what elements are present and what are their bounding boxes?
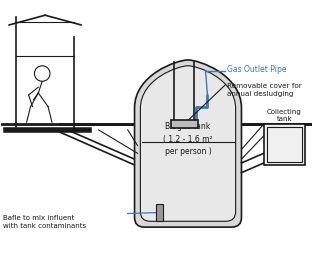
Bar	[264, 124, 305, 165]
Text: Bafle to mix influent
with tank contaminants: Bafle to mix influent with tank contamin…	[3, 215, 86, 229]
Text: Collecting
tank: Collecting tank	[267, 109, 302, 122]
Bar	[156, 204, 163, 221]
Text: Gas Outlet Pipe: Gas Outlet Pipe	[227, 65, 286, 74]
Bar	[267, 127, 302, 162]
PathPatch shape	[140, 66, 236, 221]
Text: Biogas tank
( 1.2 - 1.6 m²
per person ): Biogas tank ( 1.2 - 1.6 m² per person )	[163, 122, 213, 156]
Bar	[171, 120, 198, 128]
Text: Removable cover for
annual desludging: Removable cover for annual desludging	[227, 83, 302, 97]
PathPatch shape	[134, 60, 242, 227]
